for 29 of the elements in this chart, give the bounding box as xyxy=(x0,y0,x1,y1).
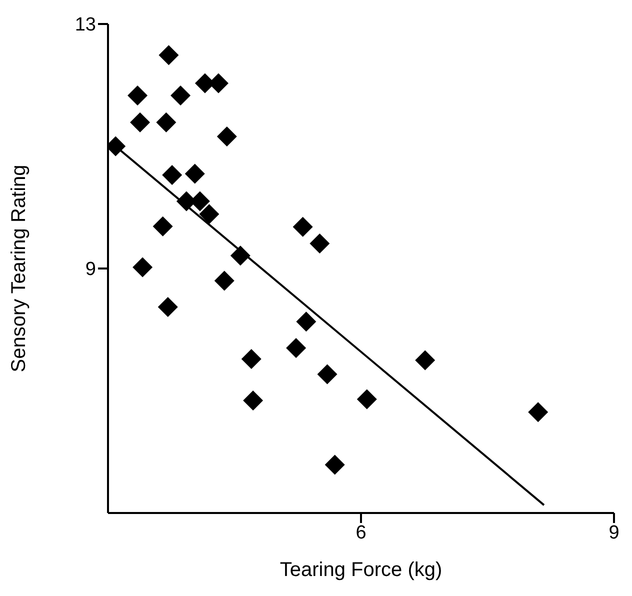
point xyxy=(152,216,173,236)
point xyxy=(199,204,220,224)
point xyxy=(158,297,178,318)
point xyxy=(528,402,548,422)
point xyxy=(292,216,313,237)
point xyxy=(216,126,237,146)
point xyxy=(170,86,191,106)
y-axis-title: Sensory Tearing Rating xyxy=(8,164,30,372)
point xyxy=(415,350,436,370)
point xyxy=(296,312,316,332)
y-tick-label: 13 xyxy=(74,14,96,36)
point xyxy=(214,270,234,291)
point xyxy=(128,86,148,106)
point xyxy=(243,390,264,411)
point xyxy=(130,112,150,132)
x-axis-title: Tearing Force (kg) xyxy=(280,559,442,581)
point xyxy=(132,257,153,278)
point xyxy=(324,454,345,475)
point xyxy=(286,338,306,358)
point xyxy=(162,164,182,185)
point xyxy=(317,364,338,384)
point xyxy=(184,164,205,184)
point xyxy=(156,112,176,132)
point xyxy=(241,348,262,369)
x-tick-label: 6 xyxy=(356,522,366,544)
point xyxy=(158,45,179,66)
point xyxy=(310,233,330,254)
point xyxy=(356,389,377,410)
point xyxy=(230,246,250,266)
